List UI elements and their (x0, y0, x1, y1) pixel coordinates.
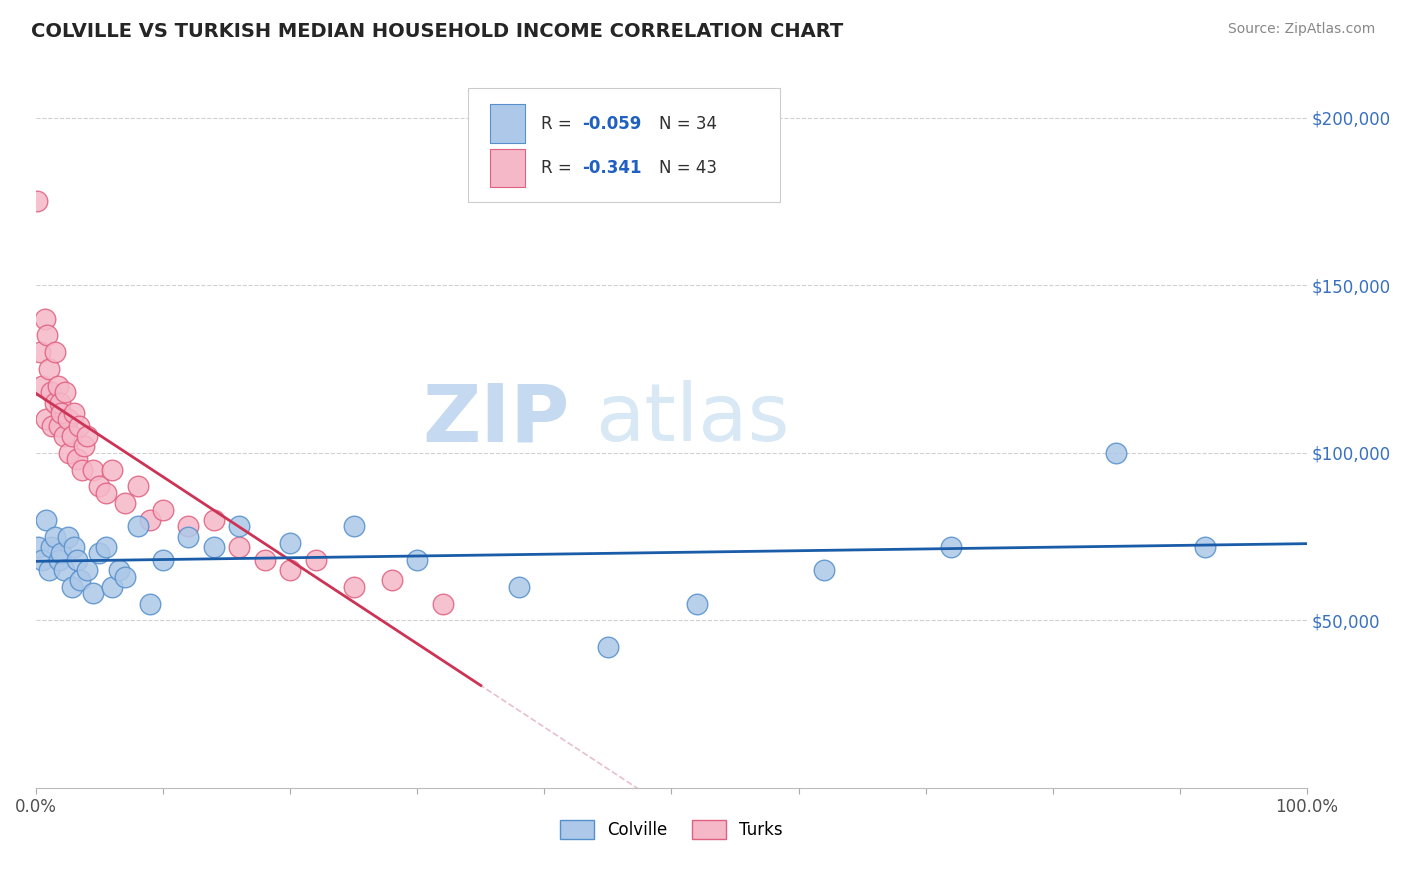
Point (278, 563, 301, 577)
Point (127, 519, 149, 533)
Point (27, 540, 49, 554)
Point (107, 563, 129, 577)
Point (35, 412, 58, 426)
Point (406, 553, 429, 567)
Point (89, 546, 111, 560)
Point (76, 429, 98, 443)
Point (127, 479, 149, 493)
Point (82, 586, 104, 600)
Text: ZIP: ZIP (423, 380, 569, 458)
Point (65, 452, 87, 467)
Point (304, 553, 326, 567)
Point (278, 536, 301, 550)
Point (63, 406, 86, 420)
Point (76, 563, 98, 577)
Point (49, 395, 72, 409)
Point (44, 529, 66, 543)
Text: -0.059: -0.059 (582, 115, 643, 133)
Point (1194, 540, 1216, 554)
Point (139, 513, 162, 527)
Point (177, 529, 200, 543)
Point (31, 378, 53, 392)
Point (381, 573, 404, 587)
Point (114, 570, 136, 584)
Point (44, 345, 66, 359)
Point (202, 540, 225, 554)
Point (56, 529, 79, 543)
Point (152, 553, 174, 567)
Point (114, 496, 136, 510)
Point (38, 563, 60, 577)
Point (139, 597, 162, 611)
Point (432, 597, 454, 611)
Point (51, 406, 73, 420)
Point (94, 540, 117, 554)
Point (82, 462, 104, 476)
Point (686, 597, 709, 611)
Bar (489, 104, 526, 143)
Point (41, 419, 63, 434)
Point (343, 580, 366, 594)
Point (152, 502, 174, 516)
Text: Source: ZipAtlas.com: Source: ZipAtlas.com (1227, 22, 1375, 37)
Point (228, 540, 250, 554)
Point (89, 479, 111, 493)
Point (101, 580, 124, 594)
Point (44, 395, 66, 409)
Point (813, 563, 835, 577)
Point (51, 546, 73, 560)
Point (53, 385, 76, 400)
Point (60, 429, 83, 443)
Text: R =: R = (540, 115, 576, 133)
Text: N = 34: N = 34 (659, 115, 717, 133)
Point (48, 419, 70, 434)
Point (69, 573, 91, 587)
Point (596, 640, 619, 654)
Point (939, 540, 962, 554)
Point (52, 563, 75, 577)
Point (35, 513, 58, 527)
Point (38, 362, 60, 376)
Point (70, 462, 93, 476)
Point (25, 194, 48, 209)
Point (34, 311, 56, 326)
Point (48, 553, 70, 567)
Point (101, 462, 124, 476)
Text: N = 43: N = 43 (659, 159, 717, 177)
Point (1105, 446, 1128, 460)
Point (28, 345, 51, 359)
Point (228, 519, 250, 533)
Text: R =: R = (540, 159, 576, 177)
Point (58, 446, 80, 460)
Point (37, 328, 59, 343)
Point (65, 553, 87, 567)
Point (39, 540, 62, 554)
Text: atlas: atlas (595, 380, 790, 458)
Point (343, 519, 366, 533)
Point (46, 378, 69, 392)
Point (52, 429, 75, 443)
Point (31, 553, 53, 567)
Point (253, 553, 276, 567)
FancyBboxPatch shape (468, 87, 779, 202)
Text: COLVILLE VS TURKISH MEDIAN HOUSEHOLD INCOME CORRELATION CHART: COLVILLE VS TURKISH MEDIAN HOUSEHOLD INC… (31, 22, 844, 41)
Point (94, 486, 117, 500)
Point (60, 580, 83, 594)
Legend: Colville, Turks: Colville, Turks (554, 814, 789, 846)
Point (508, 580, 530, 594)
Point (67, 419, 90, 434)
Text: -0.341: -0.341 (582, 159, 643, 177)
Point (56, 412, 79, 426)
Point (202, 513, 225, 527)
Point (63, 540, 86, 554)
Point (177, 519, 200, 533)
Bar (489, 149, 526, 187)
Point (39, 385, 62, 400)
Point (73, 439, 96, 453)
